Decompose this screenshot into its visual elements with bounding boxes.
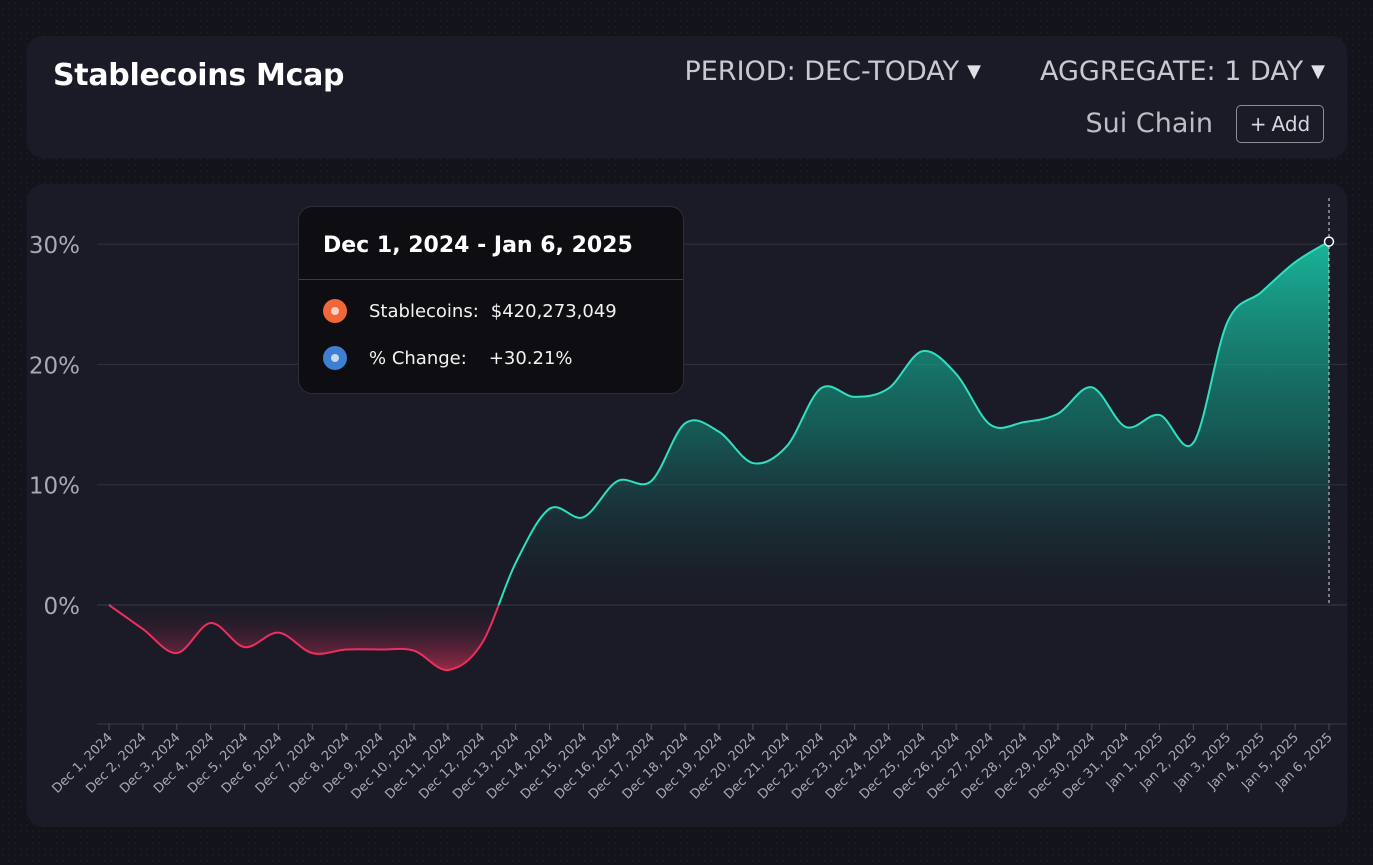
data-point: [1224, 319, 1230, 325]
add-button-label: Add: [1271, 112, 1311, 136]
data-point: [174, 650, 180, 656]
data-point: [547, 506, 553, 512]
data-point: [852, 394, 858, 400]
data-point: [818, 385, 824, 391]
data-point: [1021, 419, 1027, 425]
data-point: [479, 640, 485, 646]
tooltip-row-change: % Change: +30.21%: [323, 346, 573, 370]
data-point: [1190, 440, 1196, 446]
data-point: [716, 429, 722, 435]
data-point: [1089, 384, 1095, 390]
data-point: [1055, 411, 1061, 417]
tooltip-value: +30.21%: [488, 347, 573, 369]
data-point: [275, 630, 281, 636]
add-button[interactable]: + Add: [1236, 105, 1324, 143]
chart-card: 0% 10% 20% 30% Dec 1, 2024 Dec 2, 2024 Dec 3,…: [27, 184, 1347, 827]
hover-point[interactable]: [1323, 236, 1335, 247]
data-point: [1123, 424, 1129, 430]
data-point: [953, 371, 959, 377]
period-dropdown[interactable]: PERIOD: DEC-TODAY ▼: [684, 56, 981, 87]
y-tick-label: 0%: [44, 594, 81, 620]
data-point: [377, 647, 383, 653]
aggregate-dropdown[interactable]: AGGREGATE: 1 DAY ▼: [1040, 56, 1325, 87]
series-line-positive: [109, 240, 1330, 605]
data-point: [106, 602, 112, 608]
data-point: [1258, 289, 1264, 295]
header-card: Stablecoins Mcap PERIOD: DEC-TODAY ▼ AGG…: [27, 36, 1347, 158]
data-point: [648, 478, 654, 484]
caret-down-icon: ▼: [1311, 61, 1325, 82]
data-point: [208, 620, 214, 626]
chart-tooltip: Dec 1, 2024 - Jan 6, 2025 Stablecoins: $…: [298, 206, 684, 394]
tooltip-label: % Change:: [369, 347, 467, 369]
data-point: [750, 460, 756, 466]
tooltip-label: Stablecoins:: [369, 300, 479, 322]
period-label: PERIOD: DEC-TODAY: [684, 56, 960, 87]
orange-dot-icon: [323, 299, 347, 323]
plus-icon: +: [1249, 112, 1267, 136]
data-point: [784, 443, 790, 449]
data-point: [682, 420, 688, 426]
tooltip-value: $420,273,049: [490, 300, 617, 322]
aggregate-label: AGGREGATE: 1 DAY: [1040, 56, 1304, 87]
data-point: [919, 348, 925, 354]
data-point: [1157, 412, 1163, 418]
data-point: [445, 667, 451, 673]
data-point: [343, 647, 349, 653]
data-point: [140, 626, 146, 632]
y-tick-label: 10%: [29, 474, 80, 500]
blue-dot-icon: [323, 346, 347, 370]
chain-tag: Sui Chain: [1085, 108, 1213, 139]
positive-area: [109, 241, 1329, 605]
data-point: [987, 422, 993, 428]
data-point: [513, 560, 519, 566]
data-point: [580, 514, 586, 520]
tooltip-title: Dec 1, 2024 - Jan 6, 2025: [323, 233, 633, 258]
y-tick-label: 30%: [29, 233, 80, 259]
data-point: [309, 650, 315, 656]
data-point: [1292, 259, 1298, 265]
tooltip-divider: [299, 279, 683, 280]
y-tick-label: 20%: [29, 353, 80, 379]
data-point: [242, 644, 248, 650]
tooltip-row-stablecoins: Stablecoins: $420,273,049: [323, 299, 617, 323]
caret-down-icon: ▼: [967, 61, 981, 82]
data-point: [885, 385, 891, 391]
data-point: [411, 648, 417, 654]
negative-area: [109, 605, 1329, 670]
page-title: Stablecoins Mcap: [53, 58, 345, 93]
series-line-negative: [108, 605, 500, 671]
data-point: [614, 478, 620, 484]
